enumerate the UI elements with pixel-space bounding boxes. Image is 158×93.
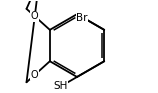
Text: O: O [31,11,39,21]
Text: SH: SH [53,81,68,91]
Text: Br: Br [76,13,88,23]
Text: O: O [31,70,39,80]
